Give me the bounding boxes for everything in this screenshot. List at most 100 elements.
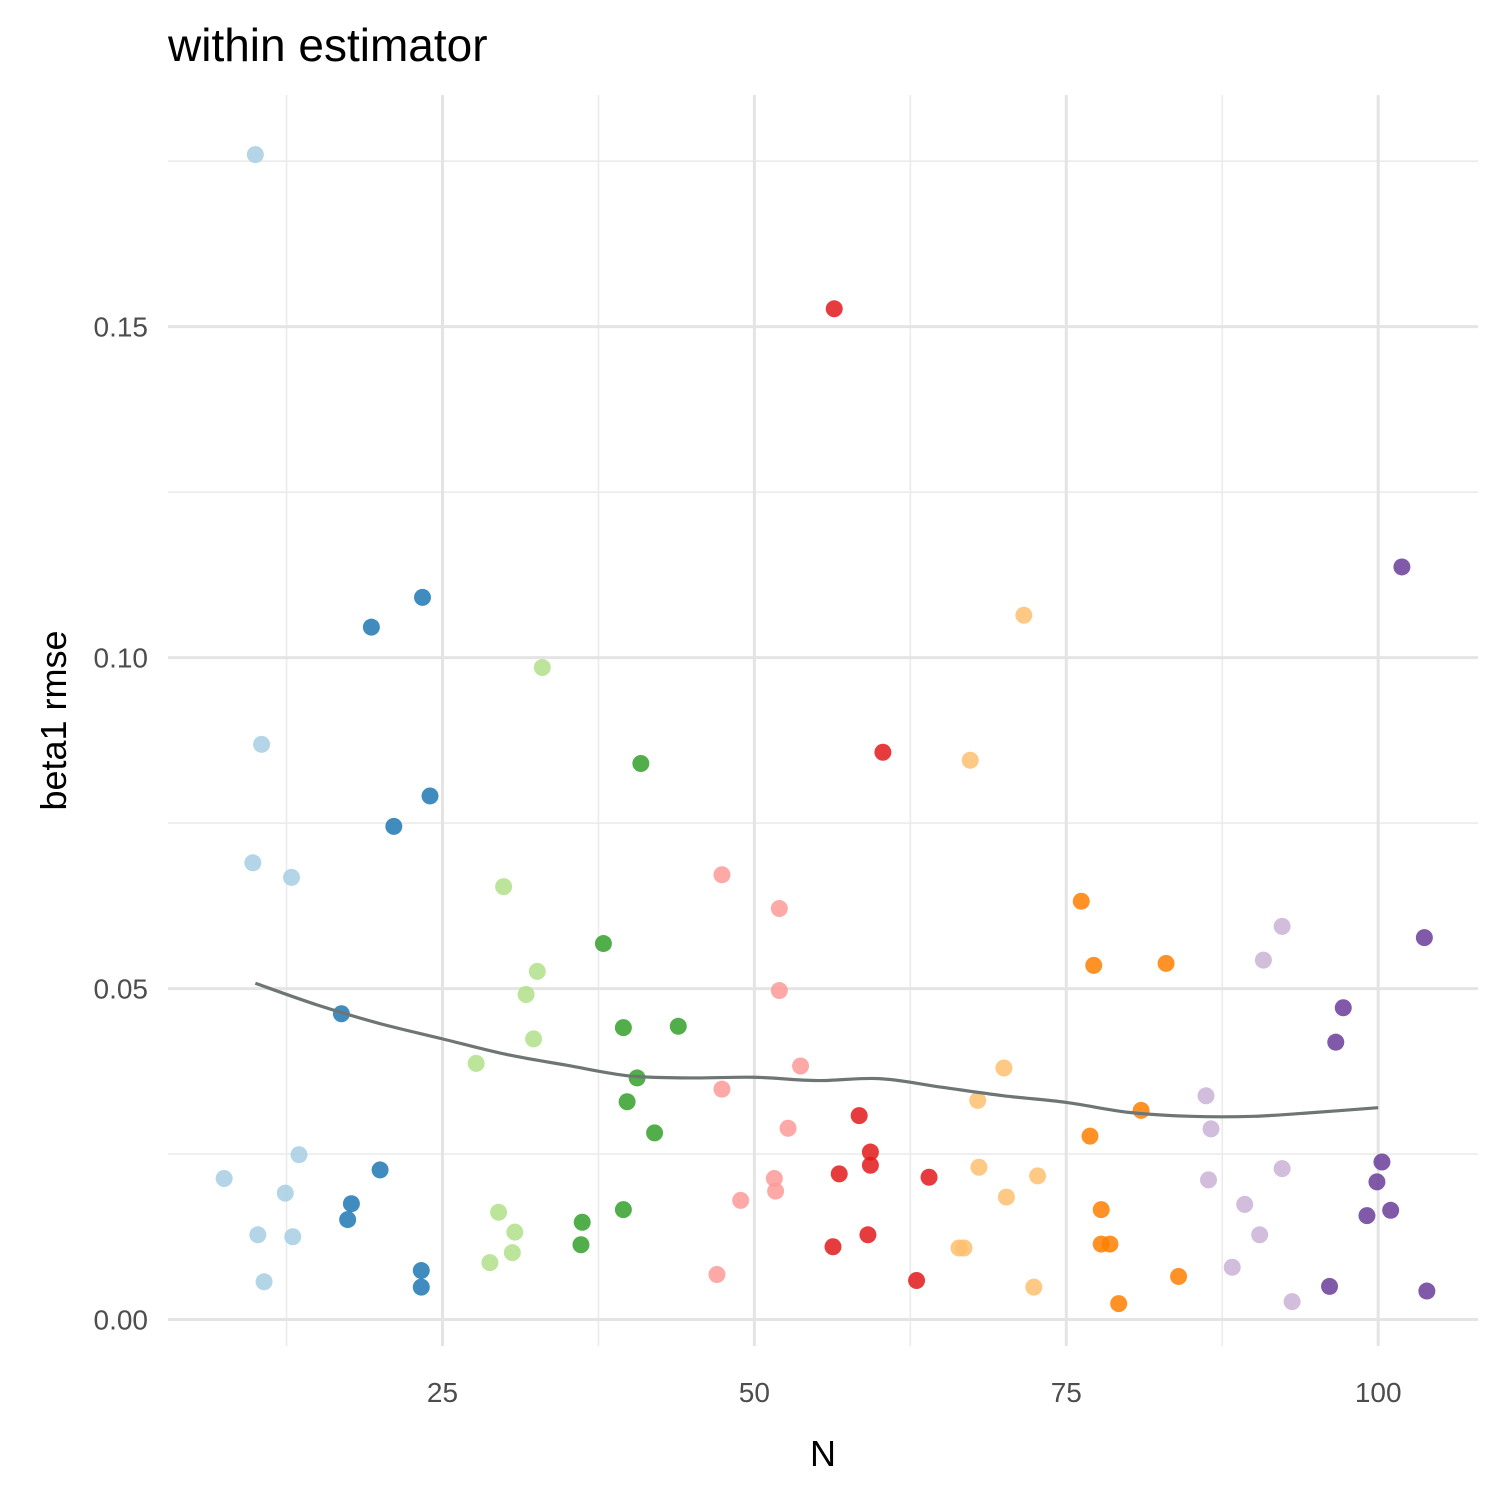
data-point (767, 1182, 785, 1200)
data-point (1092, 1201, 1110, 1219)
data-point (481, 1254, 499, 1272)
data-point (249, 1226, 267, 1244)
data-point (1251, 1226, 1269, 1244)
data-point (362, 618, 380, 636)
y-axis-title: beta1 rmse (33, 630, 74, 810)
data-point (1236, 1195, 1254, 1213)
data-point (1321, 1277, 1339, 1295)
data-point (528, 962, 546, 980)
data-point (779, 1119, 797, 1137)
data-point (1368, 1173, 1386, 1191)
data-point (1015, 606, 1033, 624)
smooth-trend-line (254, 981, 1379, 1119)
grid-major (168, 95, 1478, 1346)
x-tick-label: 75 (1051, 1377, 1082, 1408)
data-point (614, 1201, 632, 1219)
data-point (792, 1057, 810, 1075)
data-point (1072, 892, 1090, 910)
y-tick-label: 0.00 (94, 1305, 149, 1336)
data-point (969, 1091, 987, 1109)
data-point (1200, 1171, 1218, 1189)
data-point (215, 1170, 233, 1188)
data-point (342, 1195, 360, 1213)
chart-title: within estimator (168, 19, 488, 71)
data-point (646, 1124, 664, 1142)
data-point (1197, 1087, 1215, 1105)
y-tick-label: 0.10 (94, 643, 149, 674)
data-point (770, 899, 788, 917)
data-points (215, 146, 1436, 1313)
data-point (874, 743, 892, 761)
data-point (1373, 1153, 1391, 1171)
data-point (632, 755, 650, 773)
data-point (1085, 956, 1103, 974)
data-point (1327, 1033, 1345, 1051)
data-point (908, 1271, 926, 1289)
x-tick-label: 25 (427, 1377, 458, 1408)
data-point (412, 1278, 430, 1296)
data-point (1273, 917, 1291, 935)
data-point (765, 1170, 783, 1188)
data-point (824, 1238, 842, 1256)
data-point (1081, 1127, 1099, 1145)
data-point (1132, 1101, 1150, 1119)
data-point (708, 1266, 726, 1284)
data-point (713, 1080, 731, 1098)
data-point (1110, 1295, 1128, 1313)
data-point (920, 1168, 938, 1186)
data-point (830, 1165, 848, 1183)
data-point (503, 1244, 521, 1262)
x-axis-ticks: 25 50 75 100 (427, 1377, 1402, 1408)
data-point (283, 868, 301, 886)
data-point (533, 659, 551, 677)
data-point (1358, 1207, 1376, 1225)
data-point (1025, 1278, 1043, 1296)
data-point (495, 878, 513, 896)
data-point (244, 854, 262, 872)
data-point (290, 1146, 308, 1164)
data-point (1393, 558, 1411, 576)
data-point (1101, 1235, 1119, 1253)
data-point (506, 1223, 524, 1241)
data-point (573, 1213, 591, 1231)
data-point (1382, 1201, 1400, 1219)
data-point (669, 1017, 687, 1035)
data-point (970, 1158, 988, 1176)
data-point (1415, 929, 1433, 947)
data-point (339, 1211, 357, 1229)
data-point (1273, 1160, 1291, 1178)
data-point (955, 1239, 973, 1257)
data-point (517, 986, 535, 1004)
data-point (467, 1054, 485, 1072)
data-point (614, 1019, 632, 1037)
data-point (770, 982, 788, 1000)
data-point (997, 1188, 1015, 1206)
data-point (1157, 954, 1175, 972)
data-point (1170, 1268, 1188, 1285)
y-tick-label: 0.05 (94, 974, 149, 1005)
data-point (1029, 1167, 1047, 1185)
data-point (371, 1161, 389, 1179)
y-tick-label: 0.15 (94, 312, 149, 343)
data-point (1283, 1293, 1301, 1311)
data-point (385, 817, 403, 835)
grid-minor (168, 95, 1478, 1346)
data-point (995, 1059, 1013, 1077)
data-point (618, 1093, 636, 1111)
data-point (594, 935, 612, 953)
data-point (246, 146, 264, 164)
data-point (732, 1191, 750, 1209)
data-point (253, 735, 271, 753)
data-point (961, 751, 979, 769)
data-point (255, 1273, 273, 1291)
data-point (825, 300, 843, 318)
data-point (412, 1262, 430, 1280)
data-point (1418, 1282, 1436, 1300)
data-point (861, 1143, 879, 1161)
data-point (861, 1156, 879, 1174)
data-point (713, 866, 731, 884)
data-point (1334, 999, 1352, 1017)
y-axis-ticks: 0.00 0.05 0.10 0.15 (94, 312, 149, 1336)
x-tick-label: 100 (1355, 1377, 1402, 1408)
